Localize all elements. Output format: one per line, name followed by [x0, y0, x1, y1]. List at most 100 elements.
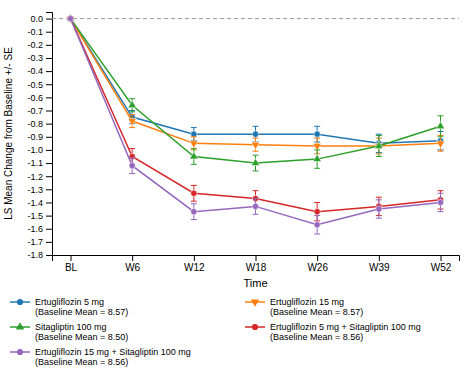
y-tick-label: -1.7: [27, 237, 43, 247]
legend-label-line: (Baseline Mean = 8.56): [35, 357, 128, 367]
y-tick: -0.9: [27, 132, 52, 142]
error-bar: [191, 204, 197, 220]
legend: Ertugliflozin 5 mg(Baseline Mean = 8.57)…: [10, 297, 421, 367]
reference-line: [52, 18, 459, 19]
point: [252, 203, 258, 209]
x-tick-mark: [71, 255, 72, 261]
y-tick: -1.0: [27, 145, 52, 155]
y-tick: -0.2: [27, 40, 52, 50]
series-line: [71, 19, 441, 146]
y-tick-label: -1.1: [27, 158, 43, 168]
x-tick-mark: [441, 255, 442, 261]
x-tick-label: W6: [125, 262, 140, 273]
point: [190, 141, 198, 148]
y-tick: -1.3: [27, 185, 52, 195]
x-axis-title: Time: [243, 277, 267, 289]
series: [67, 15, 443, 234]
y-tick-mark: [46, 202, 52, 203]
legend-item: Ertugliflozin 15 mg + Sitagliptin 100 mg…: [10, 347, 191, 367]
x-tick-mark: [256, 255, 257, 261]
x-tick-label: W18: [246, 262, 267, 273]
series: [66, 16, 444, 154]
legend-label: Ertugliflozin 15 mg + Sitagliptin 100 mg…: [35, 347, 191, 367]
y-tick: -1.4: [27, 198, 52, 208]
x-tick-label: W26: [307, 262, 328, 273]
point: [191, 190, 197, 196]
point: [376, 206, 382, 212]
y-tick-label: -0.1: [27, 27, 43, 37]
y-tick-label: -1.3: [27, 185, 43, 195]
x-tick-mark: [132, 255, 133, 261]
legend-label-line: (Baseline Mean = 8.57): [35, 307, 128, 317]
point: [190, 152, 198, 159]
y-tick-label: 0.0: [30, 14, 43, 24]
y-tick-mark: [46, 32, 52, 33]
y-tick-label: -0.6: [27, 93, 43, 103]
y-axis: 0.0-0.1-0.2-0.3-0.4-0.5-0.6-0.7-0.8-0.9-…: [27, 13, 52, 261]
y-tick-label: -0.9: [27, 132, 43, 142]
point: [128, 100, 136, 107]
series: [66, 14, 444, 171]
point: [252, 131, 258, 137]
x-tick: W12: [184, 255, 205, 273]
x-tick: W26: [307, 255, 328, 273]
point: [67, 15, 73, 21]
point: [251, 158, 259, 165]
point: [251, 142, 259, 149]
y-tick-mark: [46, 124, 52, 125]
legend-label: Ertugliflozin 5 mg + Sitagliptin 100 mg(…: [270, 322, 421, 342]
legend-label-line: Ertugliflozin 15 mg + Sitagliptin 100 mg: [35, 347, 191, 357]
legend-label: Sitagliptin 100 mg(Baseline Mean = 8.50): [35, 322, 128, 342]
x-axis: BLW6W12W18W26W39W52: [53, 255, 460, 273]
y-tick: -1.1: [27, 158, 52, 168]
legend-label-line: Ertugliflozin 5 mg: [35, 297, 104, 307]
y-tick: -0.6: [27, 93, 52, 103]
y-tick-mark: [46, 150, 52, 151]
y-tick: -1.6: [27, 224, 52, 234]
point: [191, 209, 197, 215]
legend-item: Ertugliflozin 5 mg(Baseline Mean = 8.57): [10, 297, 128, 317]
y-tick-label: -0.7: [27, 106, 43, 116]
y-tick-mark: [46, 216, 52, 217]
y-tick-label: -0.2: [27, 40, 43, 50]
y-tick-label: -0.8: [27, 119, 43, 129]
y-tick: -0.4: [27, 66, 52, 76]
y-tick-label: -1.5: [27, 211, 43, 221]
y-tick: 0.0: [30, 14, 52, 24]
x-tick: BL: [65, 255, 78, 273]
y-tick-mark: [46, 97, 52, 98]
y-axis-line: [46, 13, 53, 256]
marks: [52, 14, 459, 234]
series-line: [71, 19, 441, 225]
point: [129, 163, 135, 169]
legend-marker: [17, 299, 23, 305]
legend-marker: [16, 322, 24, 329]
point: [436, 141, 444, 148]
chart: 0.0-0.1-0.2-0.3-0.4-0.5-0.6-0.7-0.8-0.9-…: [0, 0, 474, 377]
point: [314, 209, 320, 215]
legend-label-line: (Baseline Mean = 8.57): [270, 307, 363, 317]
point: [128, 119, 136, 126]
y-tick-label: -1.4: [27, 198, 43, 208]
y-tick-mark: [46, 137, 52, 138]
series-line: [71, 19, 441, 212]
error-bar: [253, 199, 259, 215]
x-axis-line: [53, 256, 460, 262]
y-axis-title: LS Mean Change from Baseline +/- SE: [3, 47, 14, 220]
point: [375, 141, 383, 148]
point: [67, 15, 73, 21]
point: [67, 15, 73, 21]
x-tick-mark: [379, 255, 380, 261]
x-tick: W18: [246, 255, 267, 273]
legend-marker: [251, 300, 259, 307]
y-tick: -1.5: [27, 211, 52, 221]
legend-marker: [17, 349, 23, 355]
y-tick: -1.8: [27, 250, 52, 260]
x-tick-label: BL: [65, 262, 78, 273]
y-tick-mark: [46, 255, 52, 256]
point: [314, 222, 320, 228]
x-tick-label: W52: [431, 262, 452, 273]
point: [313, 154, 321, 161]
y-tick: -0.7: [27, 106, 52, 116]
point: [314, 131, 320, 137]
